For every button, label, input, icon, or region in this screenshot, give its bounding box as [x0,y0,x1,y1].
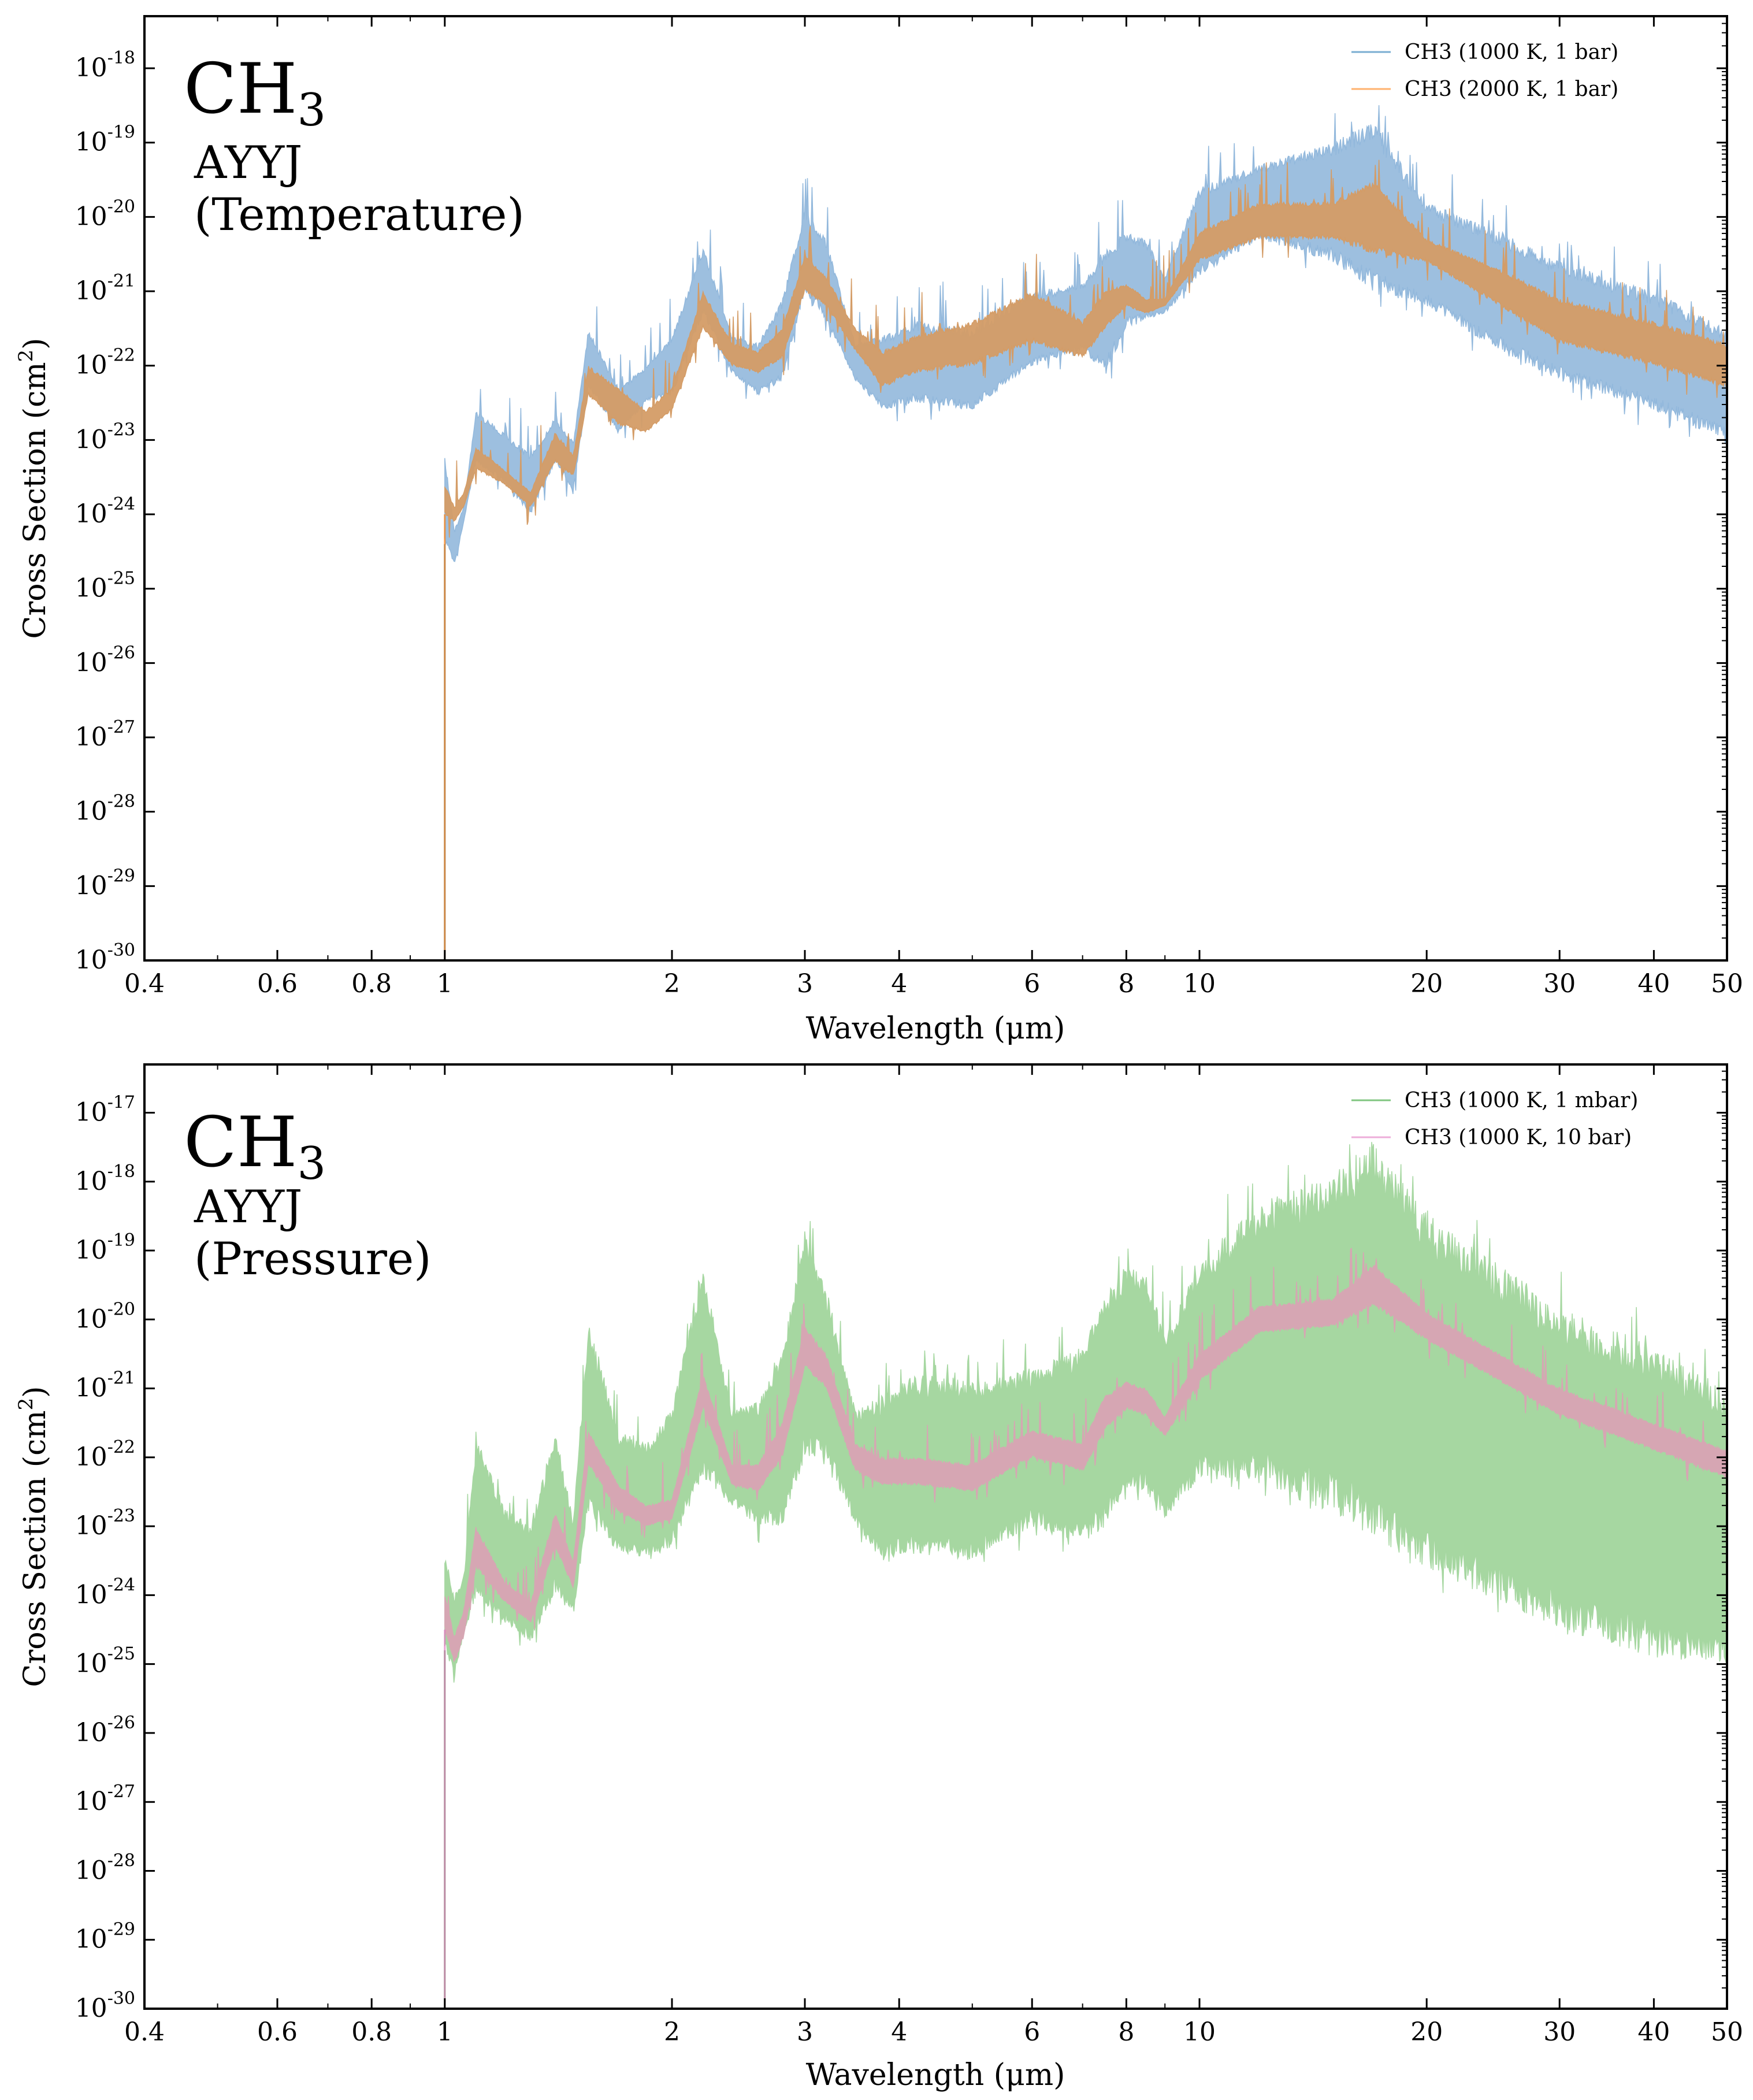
y-tick-label: 10-22 [75,1437,135,1472]
y-tick-label: 10-20 [75,196,135,231]
species-formula: CH3 [184,49,326,136]
x-tick-label: 10 [1183,969,1216,999]
x-tick-label: 1 [437,2017,453,2047]
y-tick-label: 10-23 [75,1506,135,1541]
x-tick-label: 30 [1543,969,1576,999]
x-tick-label: 2 [664,2017,680,2047]
x-tick-label: 40 [1637,2017,1670,2047]
y-tick-label: 10-26 [75,643,135,677]
y-tick-label: 10-28 [75,1850,135,1885]
y-tick-label: 10-27 [75,717,135,752]
y-tick-label: 10-26 [75,1713,135,1747]
species-annotation-temperature: CH3 AYYJ (Temperature) [184,49,525,241]
y-tick-label: 10-29 [75,1920,135,1954]
x-tick-label: 2 [664,969,680,999]
x-tick-label: 0.4 [124,969,165,999]
x-tick-label: 8 [1118,969,1134,999]
x-tick-label: 40 [1637,969,1670,999]
x-tick-label: 3 [797,969,813,999]
pressure-panel: 0.4 0.6 0.8 1 2 3 4 6 8 10 20 30 40 50 10-30 10-29 10-28… [14,1063,1743,2092]
y-tick-label: 10-24 [75,1575,135,1609]
x-tick-label: 30 [1543,2017,1576,2047]
x-tick-label: 3 [797,2017,813,2047]
panel-variant-label: (Pressure) [194,1233,432,1285]
panel-variant-label: (Temperature) [194,189,525,241]
y-tick-label: 10-19 [75,1230,135,1265]
plot-frame-temperature [143,15,1728,962]
y-axis-label-pressure: Cross Section (cm2) [14,1386,53,1687]
series-band-1 [444,159,1727,538]
plot-frame-pressure [143,1063,1728,2010]
x-tick-label: 50 [1711,2017,1743,2047]
species-formula: CH3 [184,1103,326,1190]
y-tick-label: 10-27 [75,1782,135,1816]
x-axis-label-pressure: Wavelength (μm) [806,2058,1065,2092]
y-tick-label: 10-30 [75,1988,135,2023]
y-tick-label: 10-18 [75,48,135,83]
series-band-1 [444,1247,1727,1663]
legend-entry-1: CH3 (1000 K, 10 bar) [1405,1126,1632,1149]
y-tick-label: 10-21 [75,271,135,306]
temperature-panel: 0.4 0.6 0.8 1 2 3 4 6 8 10 20 30 40 50 10-30 10-29 10-28… [14,15,1743,1046]
x-tick-label: 20 [1410,2017,1443,2047]
x-tick-label: 6 [1024,2017,1040,2047]
x-tick-label: 0.8 [351,969,392,999]
legend-pressure: CH3 (1000 K, 1 mbar) CH3 (1000 K, 10 bar) [1351,1089,1638,1149]
y-tick-label: 10-19 [75,123,135,157]
x-axis-label-temperature: Wavelength (μm) [806,1011,1065,1046]
x-tick-label: 4 [891,2017,907,2047]
legend-entry-0: CH3 (1000 K, 1 bar) [1405,40,1618,64]
x-tick-label: 0.8 [351,2017,392,2047]
x-tick-label: 6 [1024,969,1040,999]
x-tick-label: 0.6 [257,2017,298,2047]
y-tick-label: 10-20 [75,1299,135,1334]
y-tick-label: 10-28 [75,792,135,826]
y-axis-label-temperature: Cross Section (cm2) [14,338,53,639]
x-tick-label: 20 [1410,969,1443,999]
line-list-name: AYYJ [194,137,302,189]
y-tick-label: 10-21 [75,1368,135,1403]
y-tick-label: 10-25 [75,1644,135,1679]
legend-entry-1: CH3 (2000 K, 1 bar) [1405,77,1618,101]
y-tick-label: 10-18 [75,1162,135,1196]
x-tick-label: 0.6 [257,969,298,999]
y-tick-label: 10-25 [75,569,135,603]
x-tick-label: 10 [1183,2017,1216,2047]
y-tick-label: 10-30 [75,940,135,975]
x-tick-label: 4 [891,969,907,999]
x-tick-label: 8 [1118,2017,1134,2047]
y-tick-label: 10-22 [75,346,135,380]
legend-temperature: CH3 (1000 K, 1 bar) CH3 (2000 K, 1 bar) [1351,40,1618,101]
plot-area-temperature [144,16,1727,960]
y-tick-label: 10-23 [75,420,135,454]
line-list-name: AYYJ [194,1181,302,1233]
y-tick-label: 10-24 [75,494,135,529]
y-tick-label: 10-17 [75,1092,135,1127]
x-tick-label: 1 [437,969,453,999]
x-tick-label: 50 [1711,969,1743,999]
legend-entry-0: CH3 (1000 K, 1 mbar) [1405,1089,1638,1112]
x-tick-label: 0.4 [124,2017,165,2047]
y-tick-label: 10-29 [75,866,135,900]
species-annotation-pressure: CH3 AYYJ (Pressure) [184,1103,432,1285]
